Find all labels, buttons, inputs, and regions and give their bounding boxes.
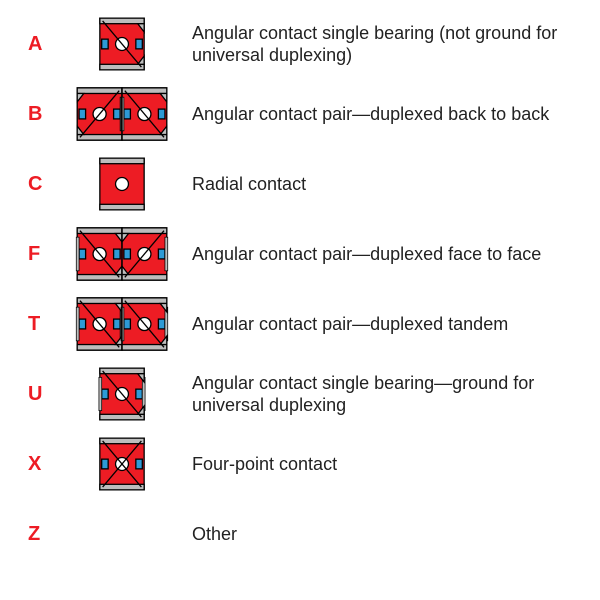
type-code: C <box>28 173 62 196</box>
type-code: B <box>28 103 62 126</box>
type-description: Other <box>182 523 580 546</box>
bearing-icon <box>62 86 182 142</box>
type-code: A <box>28 33 62 56</box>
type-description: Angular contact single bearing—ground fo… <box>182 372 580 417</box>
bearing-type-row: B Angular contact pair—duplexed back to b… <box>28 86 580 142</box>
bearing-type-row: Z Other <box>28 506 580 562</box>
bearing-type-row: X Four-point contact <box>28 436 580 492</box>
type-description: Four-point contact <box>182 453 580 476</box>
type-description: Angular contact single bearing (not grou… <box>182 22 580 67</box>
type-code: Z <box>28 523 62 546</box>
bearing-type-row: A Angular contact single bearing (not gro… <box>28 16 580 72</box>
bearing-type-row: F Angular contact pair—duplexed face to f… <box>28 226 580 282</box>
type-code: F <box>28 243 62 266</box>
bearing-icon <box>62 226 182 282</box>
bearing-type-row: U Angular contact single bearing—ground f… <box>28 366 580 422</box>
bearing-icon <box>62 506 182 562</box>
bearing-icon <box>62 436 182 492</box>
bearing-icon <box>62 366 182 422</box>
bearing-icon <box>62 156 182 212</box>
type-code: T <box>28 313 62 336</box>
type-description: Radial contact <box>182 173 580 196</box>
bearing-type-row: T Angular contact pair—duplexed tandem <box>28 296 580 352</box>
type-description: Angular contact pair—duplexed tandem <box>182 313 580 336</box>
bearing-icon <box>62 16 182 72</box>
type-code: U <box>28 383 62 406</box>
bearing-type-row: C Radial contact <box>28 156 580 212</box>
type-description: Angular contact pair—duplexed back to ba… <box>182 103 580 126</box>
bearing-icon <box>62 296 182 352</box>
type-code: X <box>28 453 62 476</box>
type-description: Angular contact pair—duplexed face to fa… <box>182 243 580 266</box>
